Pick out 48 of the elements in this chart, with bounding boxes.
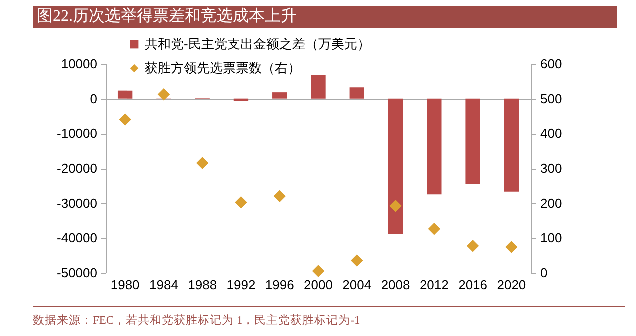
x-tick-label: 2016	[458, 278, 488, 292]
y-tick-label: -10000	[57, 126, 98, 142]
y2-tick-label: 300	[540, 161, 562, 176]
bar	[118, 90, 133, 99]
bar	[427, 98, 442, 195]
y-tick-label: -40000	[57, 230, 98, 246]
bar	[350, 88, 364, 99]
point	[274, 190, 286, 202]
point	[351, 254, 364, 267]
point	[196, 157, 209, 170]
point	[119, 114, 132, 126]
x-tick-label: 1980	[110, 278, 140, 292]
y-tick-label: -20000	[57, 161, 98, 176]
y-tick-label: -50000	[57, 266, 98, 280]
y2-tick-label: 200	[540, 196, 562, 211]
point	[428, 222, 441, 236]
x-tick-label: 1984	[149, 278, 178, 292]
x-tick-label: 2008	[381, 278, 410, 292]
bar	[234, 98, 249, 102]
bar	[272, 92, 288, 99]
source-note: 数据来源：FEC，若共和党获胜标记为 1，民主党获胜标记为-1	[33, 306, 625, 328]
x-tick-label: 1988	[188, 278, 218, 292]
x-tick-label: 1996	[265, 278, 294, 292]
bar	[388, 98, 404, 234]
y-tick-label: 10000	[61, 56, 98, 72]
y2-tick-label: 600	[540, 56, 562, 72]
chart-title: 图22.历次选举得票差和竞选成本上升	[33, 6, 617, 28]
point	[158, 88, 170, 101]
y2-tick-label: 0	[540, 266, 548, 280]
y2-tick-label: 100	[540, 230, 562, 246]
point	[390, 200, 402, 212]
bar	[504, 98, 520, 192]
x-tick-label: 2020	[497, 278, 526, 292]
legend-label: 获胜方领先选票票数（右）	[145, 60, 301, 76]
point	[235, 196, 248, 209]
bar	[466, 98, 480, 184]
x-tick-label: 2004	[342, 278, 372, 292]
x-tick-label: 1992	[226, 278, 256, 292]
x-tick-label: 2012	[420, 278, 449, 292]
point	[312, 265, 325, 278]
y-tick-label: 0	[90, 91, 98, 106]
y-tick-label: -30000	[57, 196, 98, 211]
point	[466, 240, 480, 252]
x-tick-label: 2000	[304, 278, 333, 292]
point	[506, 241, 518, 254]
y2-tick-label: 400	[540, 126, 562, 142]
y2-tick-label: 500	[540, 91, 562, 106]
bar	[311, 75, 326, 99]
